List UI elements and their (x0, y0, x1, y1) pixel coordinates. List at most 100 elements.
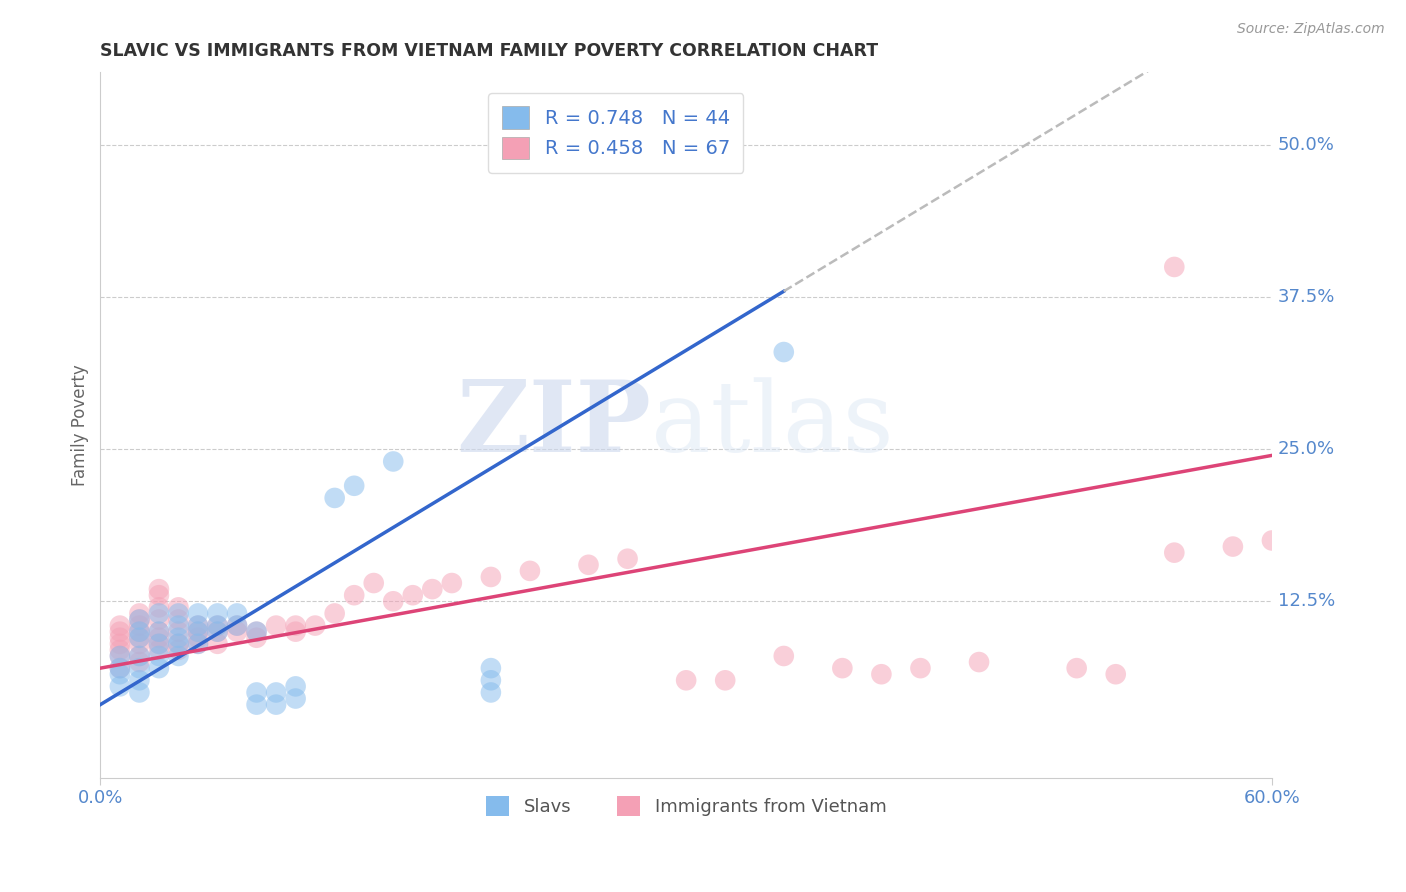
Point (245, 631, 267, 645)
Point (578, 558, 600, 572)
Text: atlas: atlas (651, 377, 894, 473)
Point (440, 576, 463, 591)
Point (479, 661, 502, 675)
Point (148, 588, 170, 602)
Point (167, 637, 190, 651)
Point (343, 588, 366, 602)
Point (108, 643, 131, 657)
Point (1066, 661, 1088, 675)
Y-axis label: Family Poverty: Family Poverty (72, 364, 89, 486)
Point (187, 631, 209, 645)
Point (226, 618, 249, 632)
Point (343, 479, 366, 493)
Point (402, 588, 425, 602)
Point (128, 637, 150, 651)
Point (323, 607, 346, 621)
Point (1222, 540, 1244, 554)
Point (167, 618, 190, 632)
Point (148, 613, 170, 627)
Point (167, 613, 190, 627)
Point (207, 618, 229, 632)
Point (1105, 667, 1128, 681)
Point (714, 673, 737, 688)
Point (967, 655, 990, 669)
Text: ZIP: ZIP (456, 376, 651, 474)
Point (226, 618, 249, 632)
Point (148, 600, 170, 615)
Point (264, 698, 287, 712)
Point (264, 685, 287, 699)
Point (108, 648, 131, 663)
Point (128, 648, 150, 663)
Point (108, 631, 131, 645)
Point (245, 685, 267, 699)
Point (128, 624, 150, 639)
Point (128, 655, 150, 669)
Point (304, 618, 326, 632)
Point (675, 673, 697, 688)
Point (1163, 260, 1185, 274)
Point (284, 691, 307, 706)
Point (245, 698, 267, 712)
Point (108, 661, 131, 675)
Point (207, 624, 229, 639)
Point (284, 679, 307, 693)
Point (187, 637, 209, 651)
Point (108, 618, 131, 632)
Point (108, 679, 131, 693)
Text: 50.0%: 50.0% (1278, 136, 1334, 154)
Text: Source: ZipAtlas.com: Source: ZipAtlas.com (1237, 22, 1385, 37)
Point (148, 624, 170, 639)
Point (363, 576, 385, 591)
Point (128, 613, 150, 627)
Point (167, 631, 190, 645)
Point (187, 618, 209, 632)
Point (128, 685, 150, 699)
Point (128, 631, 150, 645)
Point (226, 607, 249, 621)
Point (772, 345, 794, 359)
Point (128, 618, 150, 632)
Point (772, 648, 794, 663)
Point (207, 607, 229, 621)
Point (187, 607, 209, 621)
Point (148, 637, 170, 651)
Point (167, 624, 190, 639)
Point (128, 624, 150, 639)
Point (870, 667, 893, 681)
Point (420, 582, 443, 596)
Point (148, 631, 170, 645)
Point (831, 661, 853, 675)
Point (479, 673, 502, 688)
Point (128, 661, 150, 675)
Point (148, 661, 170, 675)
Point (207, 618, 229, 632)
Point (128, 631, 150, 645)
Text: 25.0%: 25.0% (1278, 441, 1334, 458)
Point (226, 624, 249, 639)
Point (187, 637, 209, 651)
Point (382, 454, 405, 468)
Point (245, 624, 267, 639)
Point (187, 624, 209, 639)
Point (479, 570, 502, 584)
Point (167, 600, 190, 615)
Point (108, 637, 131, 651)
Text: SLAVIC VS IMMIGRANTS FROM VIETNAM FAMILY POVERTY CORRELATION CHART: SLAVIC VS IMMIGRANTS FROM VIETNAM FAMILY… (100, 42, 879, 60)
Point (284, 618, 307, 632)
Point (108, 648, 131, 663)
Point (167, 637, 190, 651)
Point (187, 624, 209, 639)
Point (207, 637, 229, 651)
Text: 12.5%: 12.5% (1278, 592, 1336, 610)
Point (519, 564, 541, 578)
Point (167, 648, 190, 663)
Point (128, 673, 150, 688)
Point (148, 648, 170, 663)
Point (167, 643, 190, 657)
Point (148, 607, 170, 621)
Point (128, 607, 150, 621)
Point (128, 648, 150, 663)
Point (1163, 546, 1185, 560)
Point (479, 685, 502, 699)
